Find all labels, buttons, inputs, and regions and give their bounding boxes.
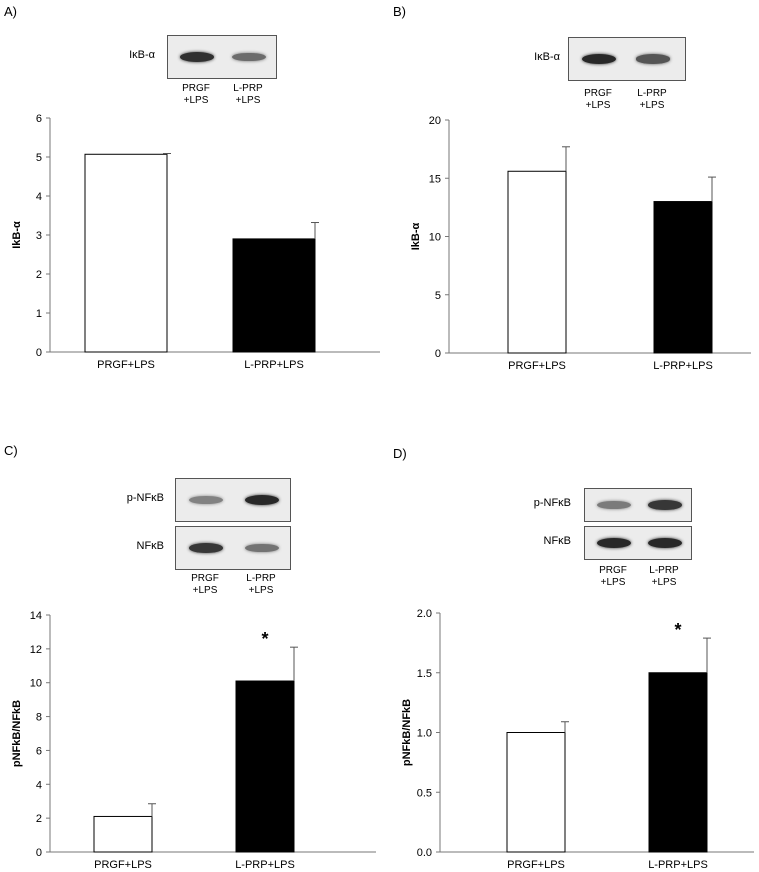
blot-band: [582, 54, 616, 64]
significance-asterisk: *: [261, 629, 268, 649]
y-tick-label: 2.0: [417, 608, 432, 620]
blot-row-label: NFκB: [136, 540, 165, 552]
y-tick-label: 2: [36, 813, 42, 825]
blot-strip: [584, 488, 692, 522]
bar: [507, 170, 567, 354]
blot-lane-label: PRGF +LPS: [584, 88, 612, 111]
y-tick-label: 1: [36, 308, 42, 320]
blot-strip: [175, 526, 291, 570]
y-axis-title: IkB-α: [11, 221, 23, 249]
bar: [93, 815, 153, 853]
panel-d-label: D): [393, 446, 407, 461]
y-axis-title: IkB-α: [410, 222, 422, 250]
blot-lane-label: L-PRP +LPS: [233, 83, 263, 106]
y-tick-label: 15: [429, 173, 441, 185]
blot-band: [189, 543, 223, 553]
blot-lane-label: L-PRP +LPS: [649, 565, 679, 588]
y-tick-label: 4: [36, 779, 42, 791]
y-tick-label: 8: [36, 712, 42, 724]
bar: [653, 201, 713, 354]
y-tick-label: 0: [36, 847, 42, 859]
blot-strip: [568, 37, 686, 81]
y-tick-label: 3: [36, 230, 42, 242]
y-tick-label: 6: [36, 113, 42, 125]
blot-band: [636, 54, 670, 64]
bar: [235, 680, 295, 853]
panel-a-label: A): [4, 4, 17, 19]
x-category-label: L-PRP+LPS: [648, 859, 708, 871]
y-tick-label: 6: [36, 745, 42, 757]
y-tick-label: 2: [36, 269, 42, 281]
x-category-label: L-PRP+LPS: [235, 859, 295, 871]
blot-band: [180, 52, 214, 62]
bar: [506, 732, 566, 853]
x-category-label: L-PRP+LPS: [244, 359, 304, 371]
blot-lane-label: L-PRP +LPS: [637, 88, 667, 111]
y-axis-title: pNFkB/NFkB: [401, 699, 413, 766]
blot-band: [648, 500, 682, 510]
x-category-label: PRGF+LPS: [508, 360, 566, 372]
x-category-label: PRGF+LPS: [507, 859, 565, 871]
y-tick-label: 12: [30, 644, 42, 656]
blot-row-label: p-NFκB: [533, 497, 571, 509]
x-category-label: PRGF+LPS: [97, 359, 155, 371]
blot-row-label: p-NFκB: [126, 492, 164, 504]
y-tick-label: 5: [435, 290, 441, 302]
blot-band: [597, 500, 631, 510]
blot-strip: [175, 478, 291, 522]
blot-strip: [584, 526, 692, 560]
y-tick-label: 10: [30, 678, 42, 690]
blot-strip: [167, 35, 277, 79]
blot-band: [245, 495, 279, 505]
y-tick-label: 0: [435, 348, 441, 360]
y-tick-label: 4: [36, 191, 42, 203]
blot-lane-label: PRGF +LPS: [182, 83, 210, 106]
blot-band: [597, 538, 631, 548]
y-tick-label: 1.5: [417, 668, 432, 680]
panel-b-label: B): [393, 4, 406, 19]
x-category-label: PRGF+LPS: [94, 859, 152, 871]
blot-lane-label: PRGF +LPS: [599, 565, 627, 588]
y-tick-label: 0: [36, 347, 42, 359]
bar: [232, 238, 316, 353]
y-tick-label: 14: [30, 610, 42, 622]
y-tick-label: 1.0: [417, 728, 432, 740]
y-tick-label: 5: [36, 152, 42, 164]
significance-asterisk: *: [674, 620, 681, 640]
blot-band: [648, 538, 682, 548]
panel-c-label: C): [4, 443, 18, 458]
blot-row-label: IκB-α: [129, 49, 155, 61]
y-axis-title: pNFkB/NFkB: [11, 700, 23, 767]
blot-band: [232, 52, 266, 62]
y-tick-label: 0.5: [417, 787, 432, 799]
blot-band: [245, 543, 279, 553]
blot-row-label: IκB-α: [534, 51, 560, 63]
y-tick-label: 0.0: [417, 847, 432, 859]
blot-band: [189, 495, 223, 505]
blot-lane-label: PRGF +LPS: [191, 573, 219, 596]
bar: [648, 672, 708, 853]
blot-lane-label: L-PRP +LPS: [246, 573, 276, 596]
bar: [84, 153, 168, 353]
y-tick-label: 10: [429, 232, 441, 244]
blot-row-label: NFκB: [543, 535, 572, 547]
y-tick-label: 20: [429, 115, 441, 127]
x-category-label: L-PRP+LPS: [653, 360, 713, 372]
